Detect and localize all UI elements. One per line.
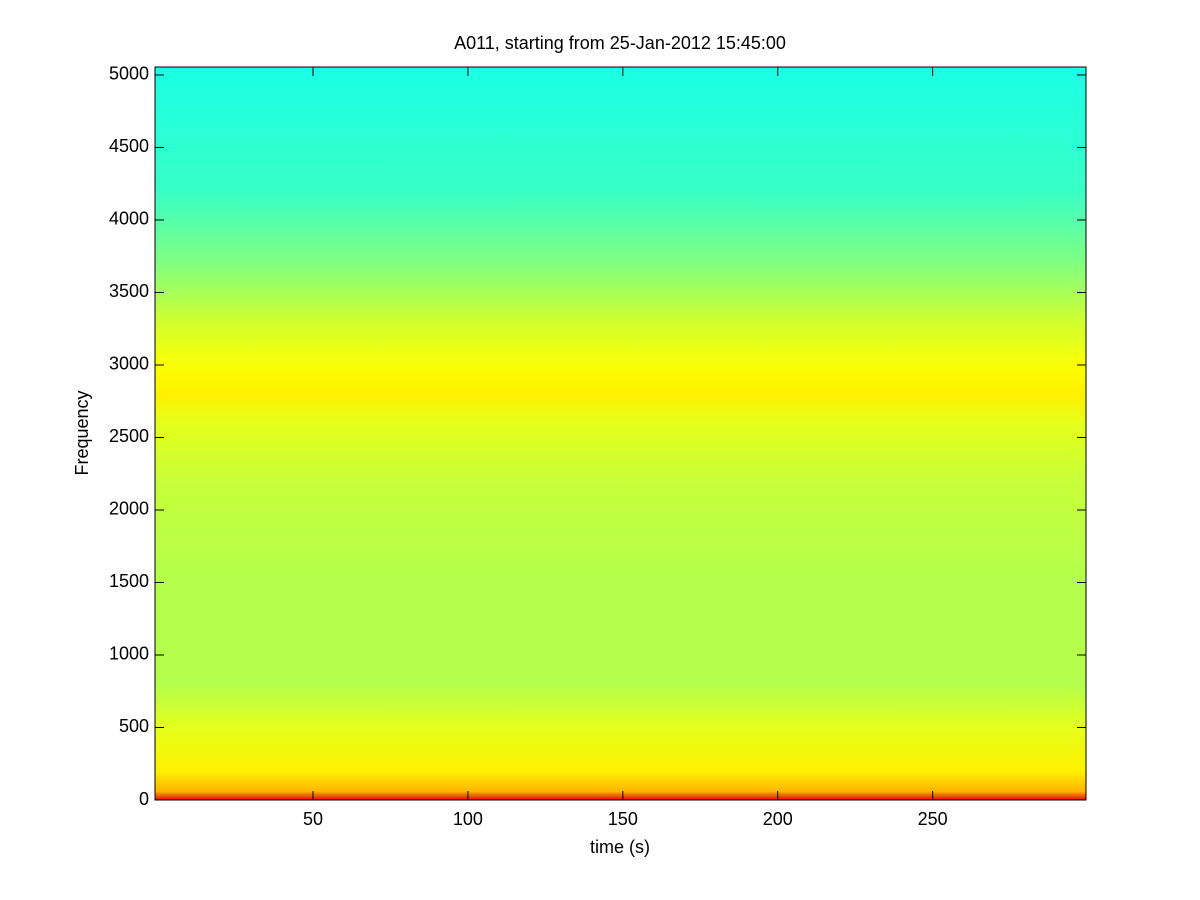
y-tick-label: 3000	[109, 354, 149, 374]
spectrogram-band	[155, 770, 1086, 792]
spectrogram-band	[155, 480, 1086, 583]
spectrogram-band	[155, 582, 1086, 685]
y-tick-label: 2000	[109, 499, 149, 519]
x-tick-label: 250	[918, 809, 948, 829]
y-tick-label: 3500	[109, 281, 149, 301]
y-tick-label: 1000	[109, 644, 149, 664]
spectrogram-band	[155, 263, 1086, 322]
spectrogram-band	[155, 727, 1086, 772]
spectrogram-band	[155, 791, 1086, 801]
spectrogram-band	[155, 67, 1086, 192]
x-tick-label: 50	[303, 809, 323, 829]
y-tick-label: 4000	[109, 209, 149, 229]
x-tick-label: 150	[608, 809, 638, 829]
y-tick-label: 2500	[109, 426, 149, 446]
chart-title: A011, starting from 25-Jan-2012 15:45:00	[454, 33, 786, 53]
y-tick-label: 0	[139, 789, 149, 809]
spectrogram-band	[155, 393, 1086, 424]
y-tick-label: 500	[119, 716, 149, 736]
spectrogram-band	[155, 190, 1086, 264]
spectrogram-band	[155, 321, 1086, 366]
y-axis-label: Frequency	[72, 390, 92, 475]
plot-area	[155, 67, 1086, 801]
spectrogram-band	[155, 364, 1086, 395]
x-axis-label: time (s)	[590, 837, 650, 857]
x-tick-label: 100	[453, 809, 483, 829]
plot-frame	[154, 66, 1087, 801]
y-tick-label: 1500	[109, 571, 149, 591]
x-tick-label: 200	[763, 809, 793, 829]
y-tick-label: 5000	[109, 64, 149, 84]
spectrogram-band	[155, 683, 1086, 728]
spectrogram-band	[155, 422, 1086, 482]
y-tick-label: 4500	[109, 136, 149, 156]
